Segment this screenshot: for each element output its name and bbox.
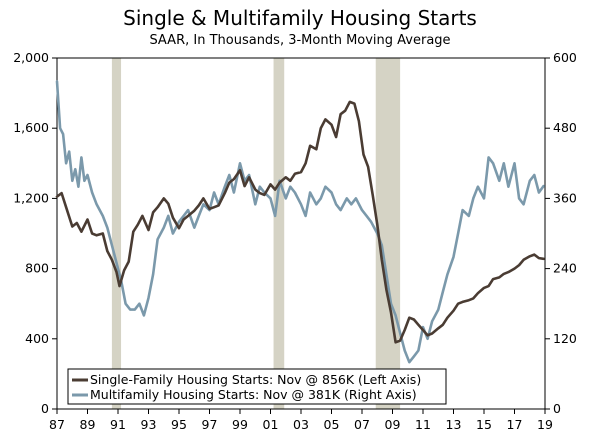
chart-title: Single & Multifamily Housing Starts bbox=[123, 6, 477, 30]
recession-bar-1 bbox=[273, 58, 285, 409]
x-tick-label: 91 bbox=[110, 417, 126, 432]
right-y-tick-label: 600 bbox=[553, 50, 577, 65]
chart-axes: 0 400 800 1,200 1,600 2,000 0 120 240 360 480 600 87… bbox=[13, 50, 577, 432]
right-y-tick-label: 240 bbox=[553, 261, 577, 276]
chart-legend: Single-Family Housing Starts: Nov @ 856K… bbox=[67, 368, 447, 405]
left-y-tick-label: 800 bbox=[25, 261, 49, 276]
x-tick-label: 87 bbox=[49, 417, 65, 432]
chart-subtitle: SAAR, In Thousands, 3-Month Moving Avera… bbox=[149, 33, 451, 48]
x-tick-label: 97 bbox=[202, 417, 218, 432]
x-tick-label: 11 bbox=[415, 417, 431, 432]
x-tick-label: 89 bbox=[80, 417, 96, 432]
x-tick-label: 19 bbox=[537, 417, 553, 432]
x-tick-label: 07 bbox=[354, 417, 370, 432]
left-y-tick-label: 1,600 bbox=[13, 120, 49, 135]
right-y-tick-label: 120 bbox=[553, 331, 577, 346]
x-tick-label: 99 bbox=[232, 417, 248, 432]
x-tick-label: 01 bbox=[263, 417, 279, 432]
x-tick-label: 93 bbox=[141, 417, 157, 432]
series-line-multifamily bbox=[55, 80, 545, 364]
recession-shading bbox=[111, 58, 401, 409]
left-y-tick-label: 0 bbox=[41, 401, 49, 416]
x-tick-label: 09 bbox=[385, 417, 401, 432]
x-tick-label: 13 bbox=[446, 417, 462, 432]
x-tick-label: 15 bbox=[476, 417, 492, 432]
right-y-tick-label: 360 bbox=[553, 190, 577, 205]
left-y-tick-label: 2,000 bbox=[13, 50, 49, 65]
x-tick-label: 05 bbox=[324, 417, 340, 432]
x-tick-label: 17 bbox=[507, 417, 523, 432]
recession-bar-2 bbox=[375, 58, 401, 409]
left-y-tick-label: 400 bbox=[25, 331, 49, 346]
legend-box bbox=[67, 368, 447, 405]
x-tick-label: 95 bbox=[171, 417, 187, 432]
series-lines bbox=[55, 80, 545, 364]
right-y-tick-label: 480 bbox=[553, 120, 577, 135]
legend-label-single-family: Single-Family Housing Starts: Nov @ 856K… bbox=[90, 372, 421, 387]
plot-frame bbox=[56, 57, 546, 410]
legend-label-multifamily: Multifamily Housing Starts: Nov @ 381K (… bbox=[90, 387, 417, 402]
x-tick-label: 03 bbox=[293, 417, 309, 432]
left-y-tick-label: 1,200 bbox=[13, 190, 49, 205]
series-line-single-family bbox=[55, 100, 545, 344]
right-y-tick-label: 0 bbox=[553, 401, 561, 416]
recession-bar-0 bbox=[111, 58, 122, 409]
